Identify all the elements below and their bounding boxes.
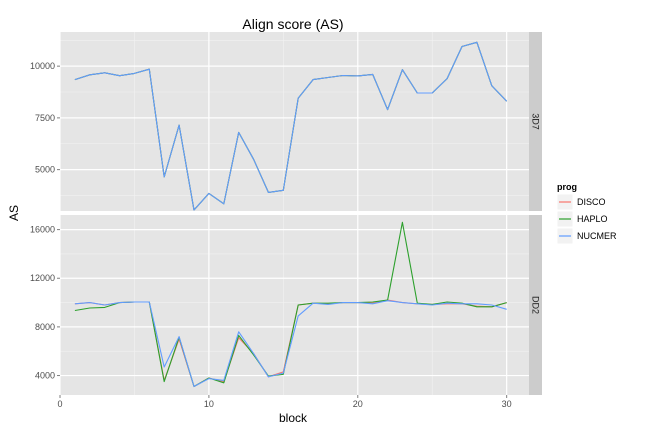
facet-strip bbox=[529, 215, 542, 395]
panels: 5000 7500 10000 3D7 4000 8000 12000 16000 DD2 0 10… bbox=[30, 32, 542, 409]
x-tick-label: 0 bbox=[57, 399, 62, 409]
legend-label: NUCMER bbox=[577, 231, 617, 241]
y-tick-label: 7500 bbox=[35, 113, 55, 123]
legend: prog DISCO HAPLO NUCMER bbox=[556, 182, 617, 245]
x-tick-label: 10 bbox=[204, 399, 214, 409]
series-line-nucmer bbox=[74, 300, 507, 388]
series-line-nucmer bbox=[74, 41, 508, 211]
x-axis: 0 10 20 30 bbox=[57, 395, 512, 409]
legend-entries: DISCO HAPLO NUCMER bbox=[556, 193, 617, 245]
chart-title: Align score (AS) bbox=[242, 16, 343, 32]
y-tick-label: 8000 bbox=[35, 322, 55, 332]
legend-entry-haplo: HAPLO bbox=[556, 210, 608, 228]
x-axis-label: block bbox=[279, 411, 308, 425]
y-tick-label: 10000 bbox=[30, 61, 55, 71]
x-tick-label: 30 bbox=[502, 399, 512, 409]
facet-strip-label: DD2 bbox=[531, 296, 541, 314]
legend-entry-nucmer: NUCMER bbox=[556, 227, 617, 245]
x-tick-label: 20 bbox=[353, 399, 363, 409]
panel-3D7: 5000 7500 10000 3D7 bbox=[30, 32, 542, 211]
legend-label: HAPLO bbox=[577, 214, 608, 224]
panel-background bbox=[60, 215, 529, 395]
panel-DD2: 4000 8000 12000 16000 DD2 bbox=[30, 215, 542, 395]
y-tick-label: 16000 bbox=[30, 225, 55, 235]
legend-title: prog bbox=[557, 182, 577, 192]
facet-strip-label: 3D7 bbox=[531, 113, 541, 130]
y-axis-label: AS bbox=[7, 205, 21, 221]
y-tick-label: 5000 bbox=[35, 165, 55, 175]
legend-label: DISCO bbox=[577, 197, 606, 207]
y-tick-label: 4000 bbox=[35, 371, 55, 381]
facet-strip bbox=[529, 32, 542, 211]
y-tick-label: 12000 bbox=[30, 273, 55, 283]
legend-entry-disco: DISCO bbox=[556, 193, 606, 211]
